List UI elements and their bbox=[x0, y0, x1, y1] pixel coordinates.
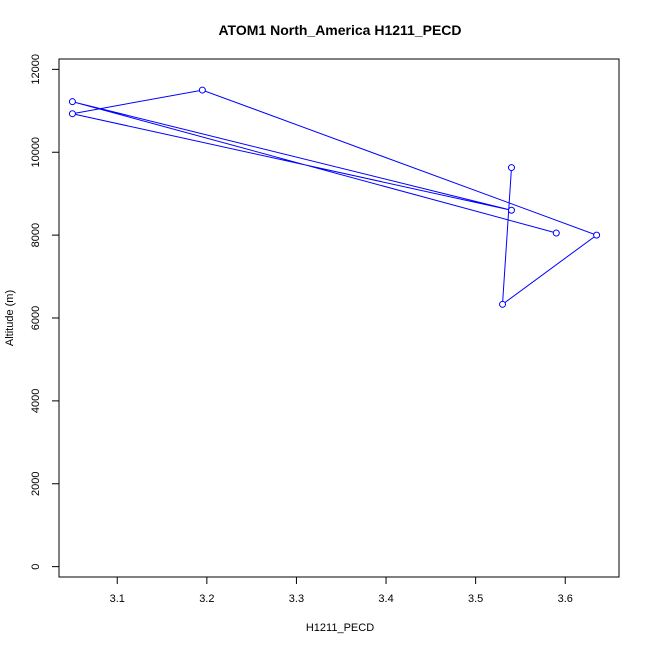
x-tick-label: 3.6 bbox=[558, 593, 573, 605]
y-tick-label: 6000 bbox=[30, 306, 42, 330]
chart-title: ATOM1 North_America H1211_PECD bbox=[218, 22, 461, 38]
data-point bbox=[499, 300, 507, 308]
x-tick-label: 3.2 bbox=[199, 593, 214, 605]
data-point bbox=[198, 86, 206, 94]
y-tick-label: 8000 bbox=[30, 223, 42, 247]
y-tick-label: 12000 bbox=[30, 54, 42, 85]
series-line bbox=[72, 89, 598, 306]
plot-frame bbox=[58, 58, 620, 578]
data-point bbox=[68, 110, 76, 118]
data-point bbox=[507, 164, 515, 172]
data-point bbox=[68, 98, 76, 106]
y-axis: 0 2000 4000 6000 8000 10000 12000 bbox=[30, 54, 59, 570]
x-tick-label: 3.5 bbox=[468, 593, 483, 605]
y-tick-label: 0 bbox=[30, 564, 42, 570]
y-tick-label: 10000 bbox=[30, 137, 42, 168]
x-axis-label: H1211_PECD bbox=[306, 622, 374, 634]
x-tick-label: 3.4 bbox=[378, 593, 393, 605]
data-point bbox=[593, 231, 601, 239]
x-tick-label: 3.3 bbox=[289, 593, 304, 605]
y-tick-label: 4000 bbox=[30, 389, 42, 413]
data-point bbox=[552, 229, 560, 237]
y-tick-label: 2000 bbox=[30, 472, 42, 496]
data-point bbox=[507, 206, 515, 214]
series-layer bbox=[68, 86, 601, 308]
x-tick-label: 3.1 bbox=[110, 593, 125, 605]
y-axis-label: Altitude (m) bbox=[4, 290, 16, 346]
x-axis: 3.1 3.2 3.3 3.4 3.5 3.6 bbox=[110, 577, 573, 605]
